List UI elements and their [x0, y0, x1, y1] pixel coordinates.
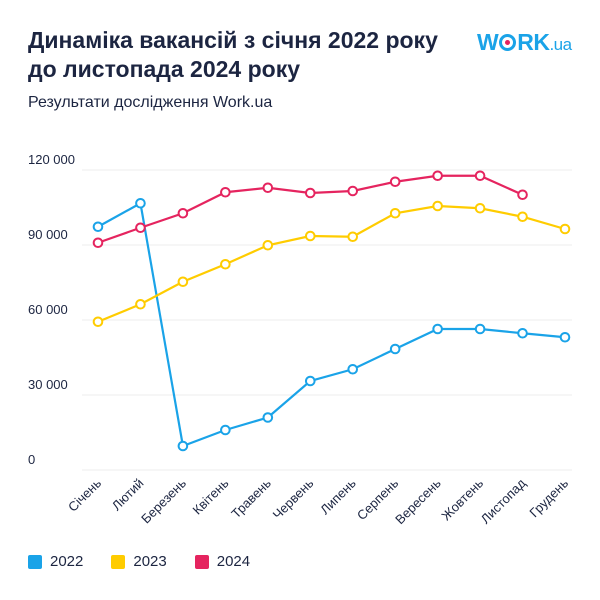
data-point-2022	[262, 412, 274, 423]
data-point-2022	[389, 343, 401, 355]
chart-title: Динаміка вакансій з січня 2022 року до л…	[28, 27, 438, 82]
y-tick-label: 120 000	[28, 152, 75, 167]
data-point-2023	[474, 202, 486, 214]
x-tick-label: Січень	[65, 475, 104, 514]
x-tick-label: Травень	[228, 475, 274, 521]
data-point-2024	[177, 207, 189, 219]
legend-item-2022: 2022	[28, 553, 83, 570]
series-line-2023	[97, 204, 566, 323]
y-tick-label: 30 000	[28, 377, 68, 392]
data-point-2022	[517, 327, 528, 339]
data-point-2023	[559, 223, 571, 235]
data-point-2023	[389, 207, 401, 219]
y-tick-label: 0	[28, 452, 35, 467]
x-tick-label: Липень	[317, 475, 359, 517]
data-point-2023	[135, 298, 146, 310]
legend-label: 2022	[50, 553, 84, 570]
data-point-2023	[220, 258, 231, 270]
x-tick-label: Вересень	[392, 475, 444, 527]
data-point-2024	[220, 186, 231, 198]
x-tick-label: Грудень	[526, 475, 571, 520]
legend-swatch	[194, 554, 209, 569]
y-tick-label: 60 000	[28, 302, 68, 317]
data-point-2023	[347, 231, 359, 243]
y-tick-label: 90 000	[28, 227, 68, 242]
data-point-2023	[177, 276, 189, 288]
series-line-2022	[97, 201, 566, 448]
data-point-2024	[432, 170, 443, 182]
data-point-2022	[177, 440, 189, 452]
x-tick-label: Березень	[138, 475, 189, 526]
data-point-2024	[474, 170, 486, 182]
data-point-2023	[432, 200, 443, 212]
data-point-2022	[347, 363, 359, 375]
work-ua-logo: W RK.ua	[477, 29, 572, 55]
x-tick-label: Листопад	[478, 475, 529, 526]
data-point-2024	[92, 237, 104, 249]
legend-label: 2023	[133, 553, 167, 570]
data-point-2024	[389, 176, 401, 188]
data-point-2022	[474, 323, 486, 335]
data-point-2022	[559, 331, 571, 343]
x-tick-label: Лютий	[109, 476, 147, 514]
legend-swatch	[28, 554, 42, 569]
data-point-2023	[304, 230, 316, 242]
data-point-2022	[304, 375, 316, 387]
data-point-2022	[432, 323, 443, 335]
legend-item-2023: 2023	[111, 553, 167, 570]
data-point-2023	[517, 211, 528, 223]
data-point-2022	[220, 424, 231, 436]
data-point-2022	[135, 197, 146, 209]
legend: 2022 2023 2024	[28, 553, 250, 570]
x-tick-label: Червень	[270, 475, 317, 522]
logo-target-icon	[499, 34, 517, 51]
x-tick-label: Квітень	[190, 475, 232, 517]
data-point-2023	[92, 316, 104, 328]
data-point-2024	[347, 185, 359, 197]
legend-label: 2024	[216, 553, 251, 570]
chart-subtitle: Результати дослідження Work.ua	[28, 94, 273, 111]
data-point-2022	[92, 221, 104, 233]
data-point-2024	[304, 187, 316, 199]
data-point-2024	[517, 189, 528, 201]
data-point-2023	[262, 239, 274, 251]
data-point-2024	[262, 182, 274, 194]
data-point-2024	[135, 222, 146, 234]
legend-swatch	[111, 554, 126, 569]
legend-item-2024: 2024	[194, 553, 251, 570]
